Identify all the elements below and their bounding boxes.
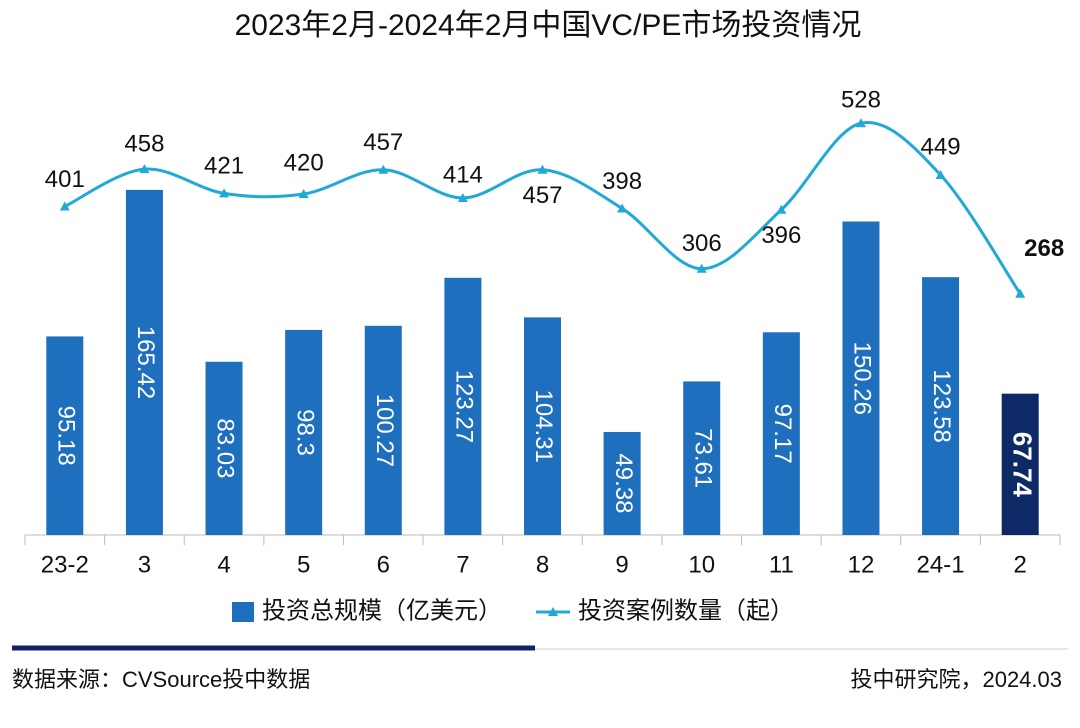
line-value-label: 396: [761, 222, 801, 249]
bar-value-label: 100.27: [371, 394, 398, 467]
line-value-label: 457: [363, 129, 403, 156]
bar-value-label: 98.3: [291, 409, 318, 456]
bar-value-label: 104.31: [530, 389, 557, 462]
line-value-label: 449: [921, 133, 961, 160]
bar: [762, 332, 800, 535]
x-tick-label: 8: [536, 551, 549, 578]
x-tick-label: 23-2: [41, 551, 89, 578]
bar: [922, 277, 960, 535]
bar-value-label: 95.18: [52, 406, 79, 466]
x-tick-label: 10: [688, 551, 715, 578]
line-marker: [776, 204, 787, 214]
legend-label: 投资总规模（亿美元）: [262, 597, 502, 624]
line-value-label: 528: [841, 87, 881, 114]
line-value-label: 420: [284, 149, 324, 176]
bar-value-label: 97.17: [769, 404, 796, 464]
line-marker: [219, 188, 230, 198]
line-value-label: 401: [45, 166, 85, 193]
bar-value-label: 83.03: [212, 418, 239, 478]
bar-value-label: 49.38: [610, 453, 637, 513]
legend-label: 投资案例数量（起）: [578, 597, 794, 624]
x-tick-label: 9: [615, 551, 628, 578]
x-tick-label: 11: [769, 551, 794, 578]
line-marker: [1015, 288, 1026, 298]
line-marker: [139, 164, 150, 174]
bar: [683, 381, 721, 535]
x-tick-label: 12: [848, 551, 875, 578]
bar-value-label: 123.58: [928, 369, 955, 442]
bar: [524, 317, 561, 535]
bar: [1001, 393, 1039, 535]
legend-marker: [548, 607, 558, 616]
line-value-label: 268: [1024, 235, 1064, 262]
line-marker: [855, 118, 866, 128]
line-value-label: 421: [204, 153, 244, 180]
legend-swatch: [232, 602, 254, 622]
line-marker: [59, 201, 70, 211]
bar-value-label: 67.74: [1007, 432, 1037, 498]
line-marker: [378, 164, 389, 174]
footer-credit: 投中研究院，2024.03: [850, 667, 1062, 692]
x-tick-label: 24-1: [917, 551, 965, 578]
chart-title: 2023年2月-2024年2月中国VC/PE市场投资情况: [235, 9, 862, 42]
line-value-label: 414: [443, 161, 483, 188]
x-tick-label: 7: [456, 551, 469, 578]
x-tick-label: 2: [1014, 551, 1027, 578]
bar: [205, 361, 243, 535]
bar-value-label: 73.61: [689, 428, 716, 488]
line-value-label: 458: [124, 130, 164, 157]
bar-value-label: 150.26: [849, 342, 876, 415]
bar: [444, 277, 482, 535]
line-marker: [298, 189, 309, 199]
x-tick-label: 5: [297, 551, 310, 578]
x-tick-label: 4: [217, 551, 230, 578]
line-value-label: 457: [522, 182, 562, 209]
bar-value-label: 123.27: [451, 370, 478, 443]
bar: [125, 189, 163, 536]
bar: [364, 325, 402, 535]
line-marker: [935, 170, 946, 180]
line-value-label: 306: [682, 230, 722, 257]
line-marker: [617, 203, 628, 213]
line-marker: [457, 192, 468, 202]
line-value-label: 398: [602, 168, 642, 195]
bar: [603, 431, 641, 535]
bar: [842, 221, 880, 536]
bar-value-label: 165.42: [132, 326, 159, 399]
line-marker: [537, 164, 548, 174]
bar: [285, 329, 323, 535]
bar: [46, 336, 84, 535]
footer-source: 数据来源：CVSource投中数据: [12, 667, 310, 692]
x-tick-label: 6: [377, 551, 390, 578]
x-tick-label: 3: [138, 551, 151, 578]
line-marker: [696, 263, 707, 273]
